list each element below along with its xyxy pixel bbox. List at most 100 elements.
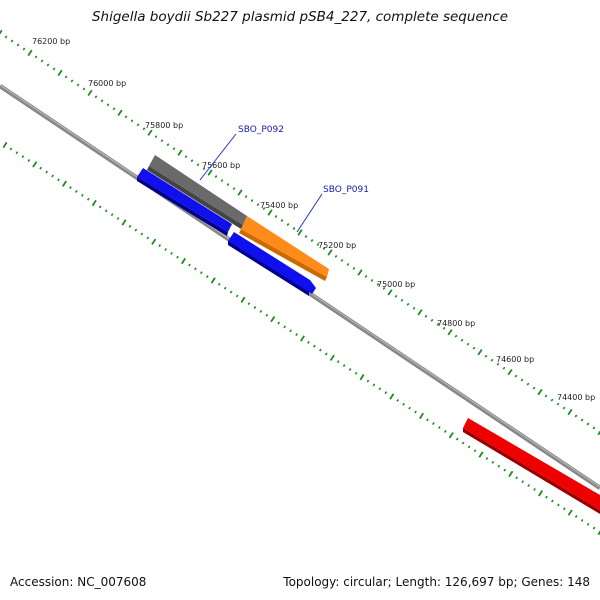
outer-major-tick	[567, 408, 573, 416]
callout-line-sbo-p091	[296, 193, 323, 233]
gene-feature-orange-side[interactable]	[239, 229, 327, 281]
outer-minor-tick	[166, 143, 170, 147]
outer-minor-tick	[364, 274, 368, 278]
gene-feature-orange[interactable]	[241, 216, 329, 277]
outer-minor-tick	[310, 239, 314, 242]
outer-minor-tick	[262, 207, 266, 211]
ruler-label-75000: 75000 bp	[377, 280, 415, 289]
inner-minor-tick	[265, 313, 269, 317]
outer-minor-tick	[400, 298, 404, 302]
outer-minor-tick	[574, 414, 578, 418]
inner-major-tick	[508, 470, 514, 478]
outer-minor-tick	[340, 258, 344, 262]
outer-minor-tick	[586, 422, 590, 426]
inner-minor-tick	[27, 159, 31, 162]
inner-minor-tick	[485, 457, 489, 460]
inner-minor-tick	[39, 166, 43, 170]
inner-major-tick	[389, 393, 395, 400]
inner-minor-tick	[98, 205, 102, 209]
outer-major-tick	[57, 69, 63, 77]
inner-minor-tick	[176, 255, 179, 259]
outer-minor-tick	[412, 306, 416, 310]
inner-minor-tick	[574, 515, 578, 518]
gene-feature-red[interactable]	[463, 418, 600, 510]
inner-major-tick	[300, 335, 305, 342]
outer-minor-tick	[124, 115, 128, 119]
inner-minor-tick	[170, 251, 173, 255]
inner-minor-tick	[253, 306, 257, 309]
inner-minor-tick	[354, 371, 358, 375]
inner-minor-tick	[372, 383, 376, 387]
inner-minor-tick	[217, 282, 221, 286]
outer-minor-tick	[94, 95, 98, 99]
outer-minor-tick	[370, 278, 374, 282]
inner-minor-tick	[533, 487, 536, 491]
inner-major-tick	[597, 530, 600, 536]
outer-minor-tick	[244, 195, 248, 199]
gene-feature-blue-1[interactable]	[137, 168, 232, 232]
inner-minor-tick	[283, 325, 286, 329]
accession-text: Accession: NC_007608	[10, 575, 147, 589]
outer-major-tick	[327, 249, 333, 256]
outer-minor-tick	[394, 294, 398, 298]
inner-minor-tick	[527, 484, 530, 488]
outer-minor-tick	[544, 394, 548, 398]
outer-minor-tick	[484, 354, 488, 358]
inner-minor-tick	[503, 468, 507, 472]
gene-feature-gray-side[interactable]	[147, 166, 243, 229]
outer-minor-tick	[466, 342, 470, 346]
gene-feature-blue-2[interactable]	[228, 232, 316, 294]
gene-feature-blue-1-side[interactable]	[137, 177, 228, 236]
inner-minor-tick	[134, 228, 138, 232]
outer-minor-tick	[520, 378, 524, 382]
inner-minor-tick	[259, 309, 263, 313]
outer-minor-tick	[34, 55, 38, 59]
outer-minor-tick	[556, 402, 560, 406]
outer-minor-tick	[334, 254, 338, 258]
gene-feature-gray[interactable]	[149, 155, 247, 225]
outer-minor-tick	[496, 362, 500, 366]
inner-major-tick	[181, 257, 186, 265]
inner-major-tick	[121, 219, 127, 226]
inner-minor-tick	[45, 170, 48, 174]
outer-minor-tick	[226, 183, 230, 187]
inner-minor-tick	[414, 410, 417, 414]
outer-minor-tick	[376, 282, 380, 286]
outer-minor-tick	[460, 338, 464, 342]
inner-major-tick	[62, 180, 67, 187]
gene-feature-blue-2-side[interactable]	[228, 241, 309, 296]
outer-minor-tick	[196, 163, 200, 167]
callout-line-sbo-p092	[199, 133, 237, 181]
outer-minor-tick	[250, 199, 254, 203]
gene-label-sbo-p092[interactable]: SBO_P092	[238, 125, 284, 135]
outer-major-tick	[597, 430, 600, 436]
inner-minor-tick	[158, 244, 162, 248]
outer-major-tick	[0, 29, 3, 35]
ruler-label-76000: 76000 bp	[88, 79, 126, 88]
ruler-label-75800: 75800 bp	[145, 121, 183, 130]
ruler-label-76200: 76200 bp	[32, 37, 70, 46]
outer-minor-tick	[406, 302, 410, 306]
outer-minor-tick	[4, 35, 8, 39]
outer-minor-tick	[22, 47, 26, 51]
gene-feature-red-side[interactable]	[463, 428, 600, 514]
outer-minor-tick	[280, 219, 284, 222]
inner-minor-tick	[247, 302, 251, 306]
ruler-label-74600: 74600 bp	[496, 355, 534, 364]
inner-major-tick	[567, 509, 573, 516]
inner-minor-tick	[342, 364, 346, 368]
ruler-label-75200: 75200 bp	[318, 241, 356, 250]
outer-minor-tick	[52, 67, 56, 71]
inner-major-tick	[478, 451, 484, 458]
outer-major-tick	[147, 129, 153, 136]
outer-minor-tick	[382, 286, 386, 290]
gene-label-sbo-p091[interactable]: SBO_P091	[323, 185, 369, 195]
inner-minor-tick	[69, 186, 72, 190]
map-title: Shigella boydii Sb227 plasmid pSB4_227, …	[91, 9, 509, 25]
outer-minor-tick	[136, 123, 140, 127]
inner-major-tick	[448, 432, 454, 439]
inner-minor-tick	[86, 197, 90, 201]
outer-minor-tick	[130, 119, 134, 123]
inner-tick-track	[2, 141, 600, 536]
outer-major-tick	[507, 368, 513, 376]
